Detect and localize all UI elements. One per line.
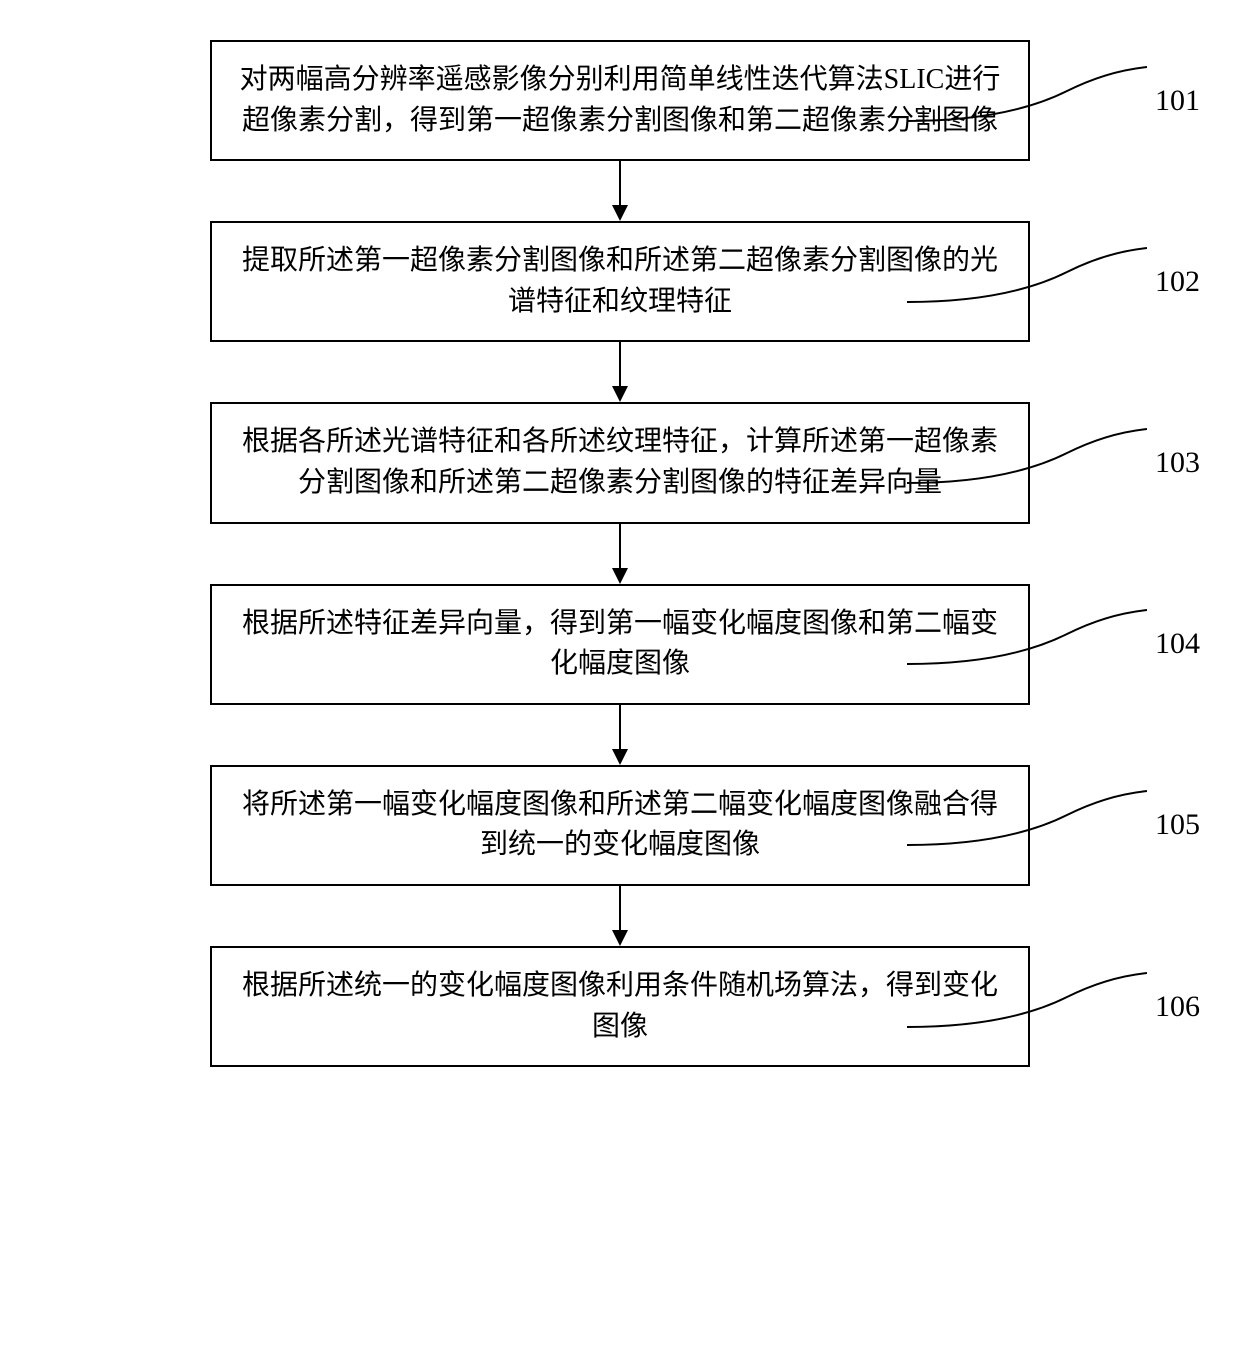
flowchart-container: 对两幅高分辨率遥感影像分别利用简单线性迭代算法SLIC进行超像素分割，得到第一超… xyxy=(0,40,1240,1067)
flow-step-text: 根据所述特征差异向量，得到第一幅变化幅度图像和第二幅变化幅度图像 xyxy=(242,608,998,680)
step-label: 103 xyxy=(1155,446,1200,480)
flow-row: 将所述第一幅变化幅度图像和所述第二幅变化幅度图像融合得到统一的变化幅度图像 10… xyxy=(0,765,1240,886)
flow-row: 根据所述统一的变化幅度图像利用条件随机场算法，得到变化图像 106 xyxy=(0,946,1240,1067)
flow-step-text: 提取所述第一超像素分割图像和所述第二超像素分割图像的光谱特征和纹理特征 xyxy=(242,245,998,317)
step-label: 105 xyxy=(1155,808,1200,842)
step-label: 101 xyxy=(1155,84,1200,118)
connector-curve xyxy=(907,423,1147,503)
step-label-container: 103 xyxy=(907,423,1200,503)
step-label-container: 106 xyxy=(907,967,1200,1047)
step-label: 104 xyxy=(1155,627,1200,661)
flow-arrow xyxy=(600,524,640,584)
step-label-container: 101 xyxy=(907,61,1200,141)
step-label-container: 105 xyxy=(907,785,1200,865)
flow-step-text: 对两幅高分辨率遥感影像分别利用简单线性迭代算法SLIC进行超像素分割，得到第一超… xyxy=(240,64,1001,136)
connector-curve xyxy=(907,242,1147,322)
flow-arrow xyxy=(600,161,640,221)
connector-curve xyxy=(907,967,1147,1047)
connector-curve xyxy=(907,604,1147,684)
flow-arrow xyxy=(600,342,640,402)
flow-step-text: 根据各所述光谱特征和各所述纹理特征，计算所述第一超像素分割图像和所述第二超像素分… xyxy=(242,426,998,498)
flow-row: 根据各所述光谱特征和各所述纹理特征，计算所述第一超像素分割图像和所述第二超像素分… xyxy=(0,402,1240,523)
flow-step-text: 根据所述统一的变化幅度图像利用条件随机场算法，得到变化图像 xyxy=(242,970,998,1042)
step-label: 102 xyxy=(1155,265,1200,299)
flow-row: 根据所述特征差异向量，得到第一幅变化幅度图像和第二幅变化幅度图像 104 xyxy=(0,584,1240,705)
connector-curve xyxy=(907,785,1147,865)
flow-step-text: 将所述第一幅变化幅度图像和所述第二幅变化幅度图像融合得到统一的变化幅度图像 xyxy=(242,789,998,861)
flow-row: 对两幅高分辨率遥感影像分别利用简单线性迭代算法SLIC进行超像素分割，得到第一超… xyxy=(0,40,1240,161)
flow-arrow xyxy=(600,705,640,765)
step-label: 106 xyxy=(1155,990,1200,1024)
flow-row: 提取所述第一超像素分割图像和所述第二超像素分割图像的光谱特征和纹理特征 102 xyxy=(0,221,1240,342)
step-label-container: 102 xyxy=(907,242,1200,322)
flow-arrow xyxy=(600,886,640,946)
connector-curve xyxy=(907,61,1147,141)
step-label-container: 104 xyxy=(907,604,1200,684)
